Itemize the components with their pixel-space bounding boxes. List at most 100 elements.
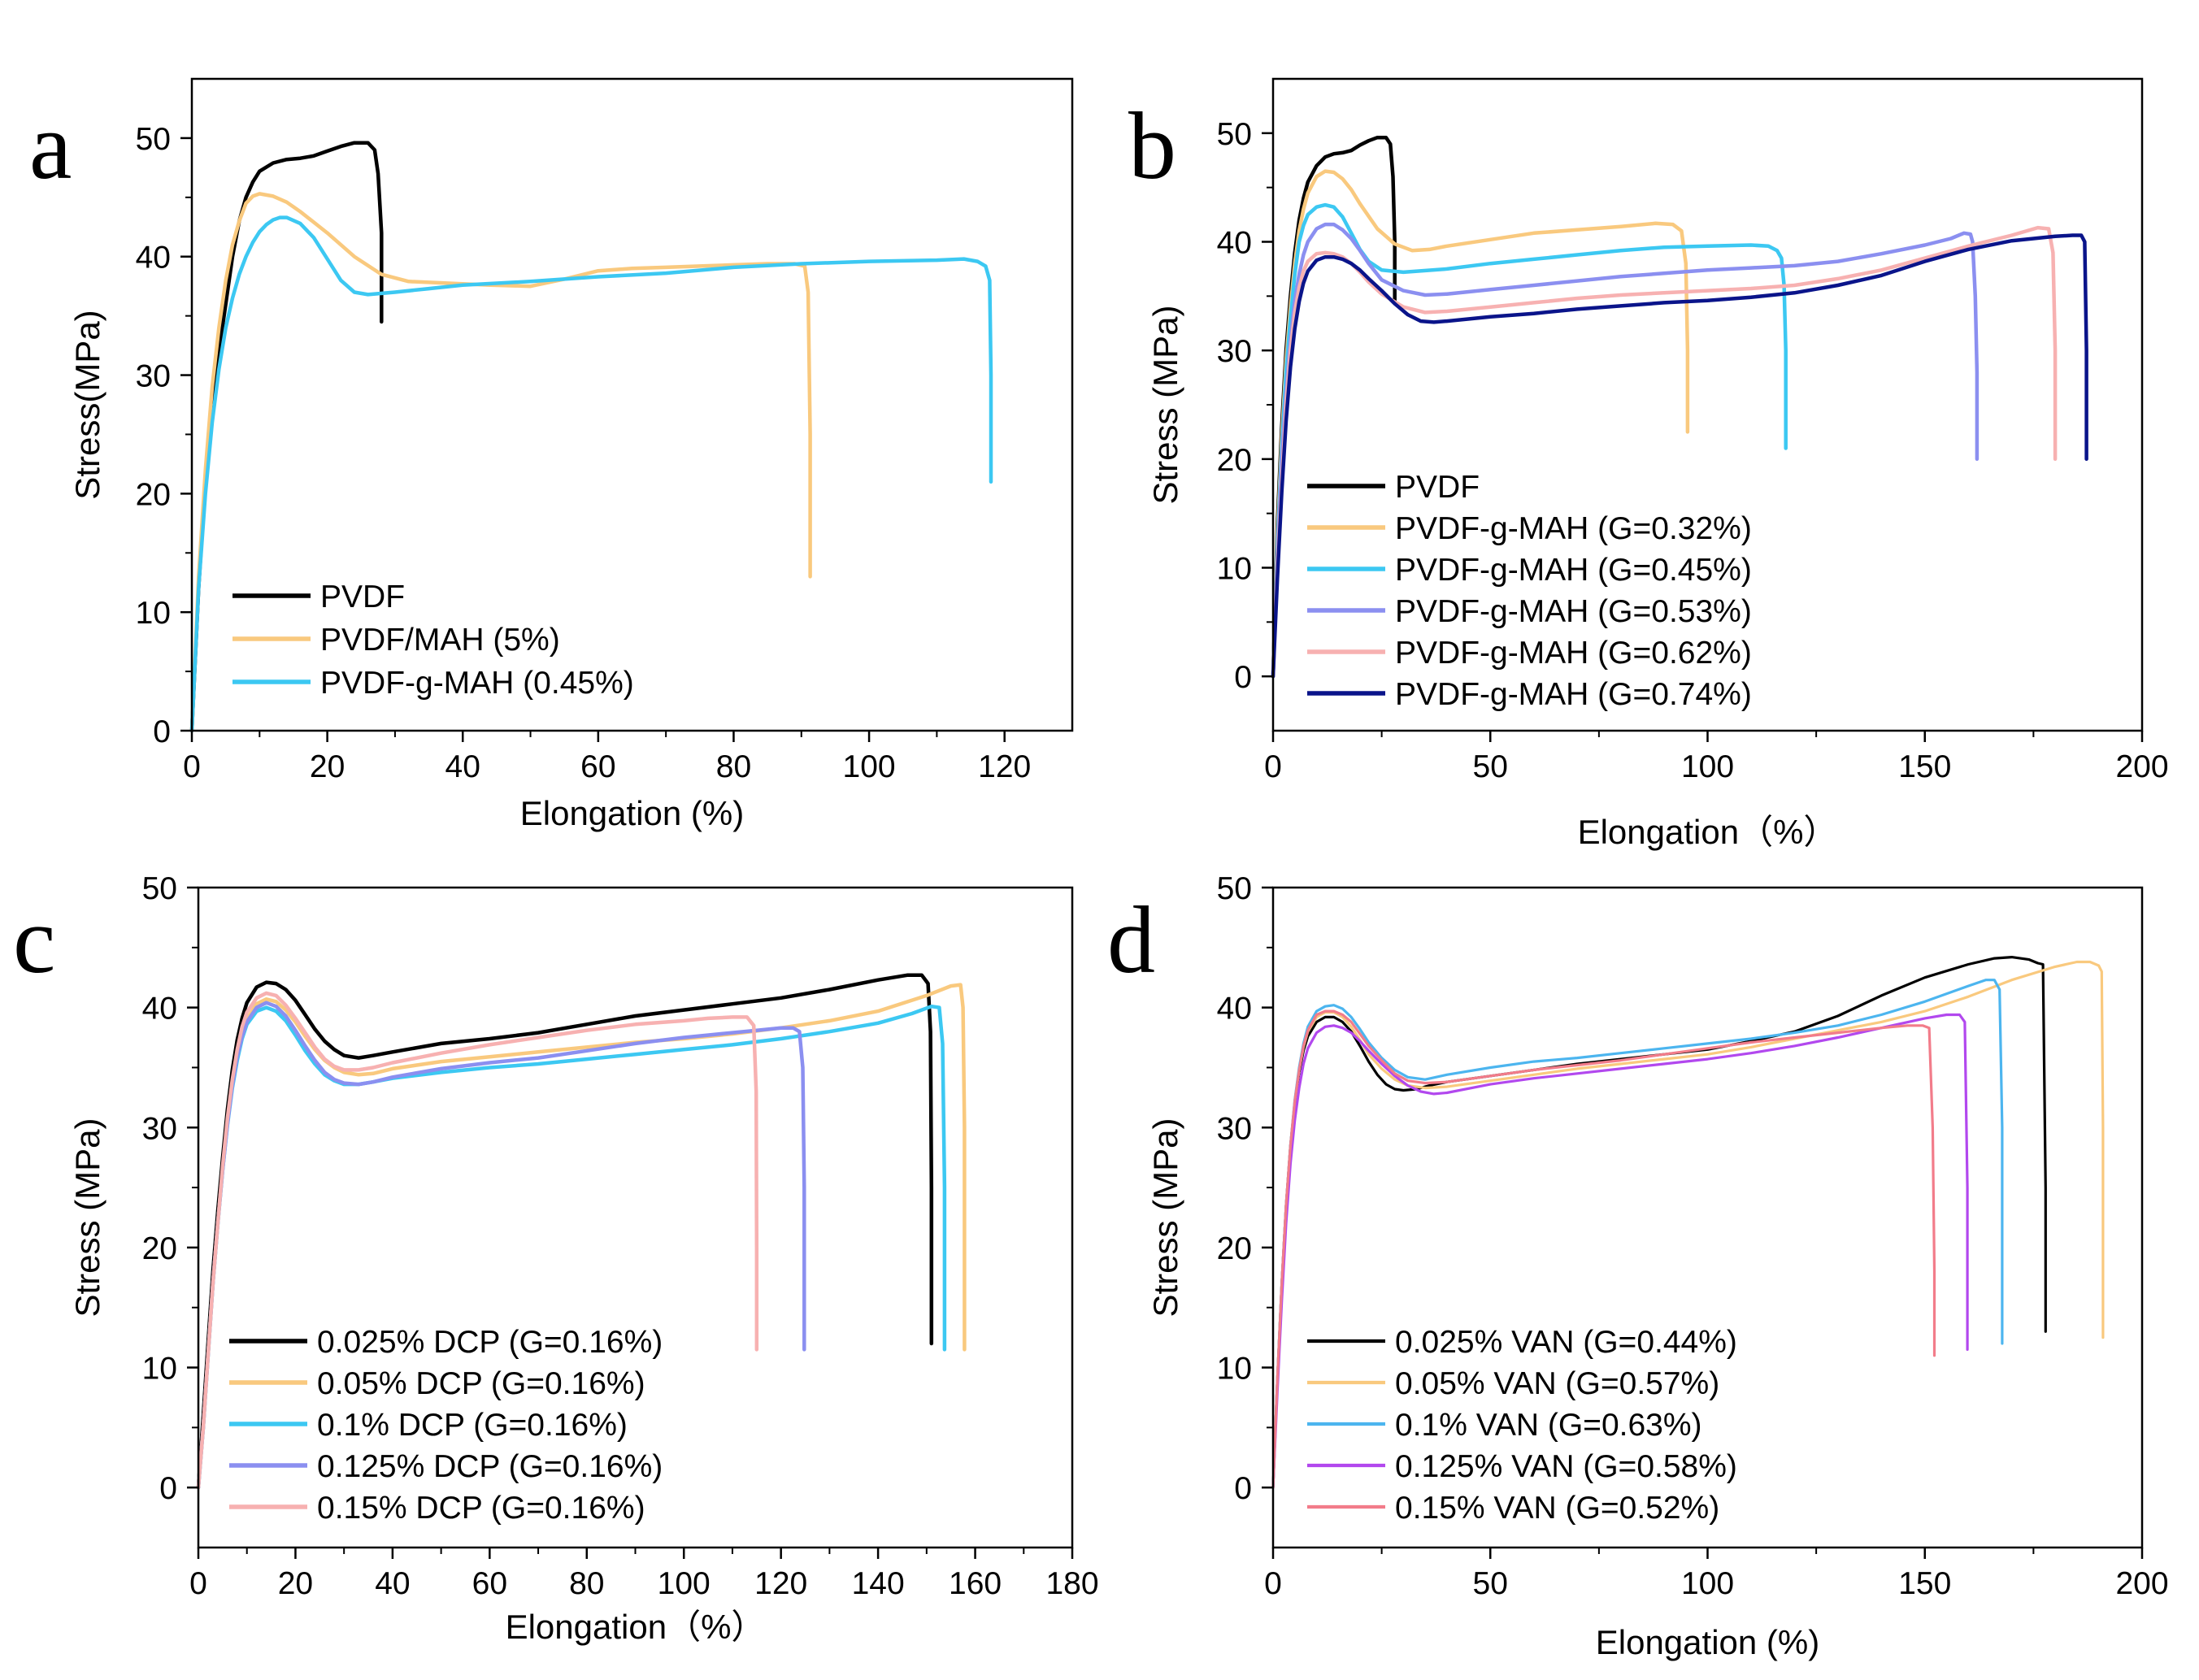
series-line-6 — [1271, 233, 2088, 679]
x-tick-label: 40 — [445, 749, 480, 784]
panel-c: c 0 20 40 60 80 100 120 140 160 180 0 10 20 30 40 50 Elon… — [13, 871, 1099, 1646]
y-axis-title: Stress (MPa) — [1146, 1118, 1184, 1317]
x-axis-title: Elongation（%） — [506, 1608, 766, 1646]
y-tick-label: 0 — [1234, 1471, 1252, 1506]
x-tick-label: 120 — [754, 1566, 807, 1601]
y-tick-label: 40 — [142, 992, 177, 1027]
y-tick-label: 0 — [159, 1471, 177, 1506]
panel-letter: b — [1128, 93, 1176, 199]
legend-label: PVDF-g-MAH (G=0.45%) — [1395, 553, 1752, 588]
legend-label: PVDF-g-MAH (G=0.74%) — [1395, 677, 1752, 712]
legend: PVDF PVDF/MAH (5%) PVDF-g-MAH (0.45%) — [233, 580, 634, 701]
y-tick-label: 30 — [142, 1111, 177, 1146]
legend-label: PVDF — [320, 580, 405, 614]
legend-label: PVDF-g-MAH (G=0.53%) — [1395, 594, 1752, 629]
curves — [1271, 956, 2105, 1489]
x-tick-label: 100 — [843, 749, 896, 784]
y-tick-label: 0 — [153, 714, 171, 749]
legend-label: 0.15% DCP (G=0.16%) — [317, 1491, 645, 1526]
x-axis-title: Elongation (%) — [520, 794, 744, 832]
y-tick-label: 10 — [142, 1352, 177, 1387]
x-tick-label: 200 — [2115, 1566, 2168, 1601]
legend-label: 0.15% VAN (G=0.52%) — [1395, 1491, 1719, 1526]
panel-letter: a — [29, 93, 72, 199]
legend: 0.025% DCP (G=0.16%) 0.05% DCP (G=0.16%) 0… — [229, 1325, 663, 1526]
x-tick-label: 60 — [580, 749, 615, 784]
x-tick-label: 180 — [1045, 1566, 1098, 1601]
plot-frame — [1271, 77, 2144, 732]
legend-label: 0.125% DCP (G=0.16%) — [317, 1449, 663, 1484]
y-tick-label: 50 — [142, 871, 177, 906]
legend-label: 0.05% VAN (G=0.57%) — [1395, 1366, 1719, 1401]
x-tick-label: 150 — [1898, 1566, 1951, 1601]
series-line-3 — [189, 215, 993, 733]
x-tick-label: 60 — [472, 1566, 507, 1601]
legend-label: 0.025% VAN (G=0.44%) — [1395, 1325, 1737, 1360]
x-tick-label: 100 — [1681, 749, 1734, 784]
legend-label: 0.1% VAN (G=0.63%) — [1395, 1408, 1702, 1443]
y-tick-label: 40 — [136, 241, 171, 276]
x-tick-label: 200 — [2115, 749, 2168, 784]
y-tick-label: 30 — [136, 359, 171, 394]
y-tick-label: 40 — [1217, 992, 1252, 1027]
legend: PVDF PVDF-g-MAH (G=0.32%) PVDF-g-MAH (G=0.… — [1307, 470, 1752, 712]
x-tick-label: 150 — [1898, 749, 1951, 784]
legend-label: PVDF-g-MAH (0.45%) — [320, 666, 634, 701]
legend-label: 0.05% DCP (G=0.16%) — [317, 1366, 645, 1401]
panel-d: d 0 50 100 150 200 0 10 20 30 40 50 Elongation (%) St… — [1107, 871, 2169, 1661]
legend-label: 0.025% DCP (G=0.16%) — [317, 1325, 663, 1360]
y-tick-label: 50 — [136, 122, 171, 157]
y-tick-label: 20 — [1217, 1231, 1252, 1266]
x-tick-label: 0 — [1264, 1566, 1282, 1601]
y-tick-label: 10 — [1217, 552, 1252, 587]
x-axis-title: Elongation（%） — [1578, 813, 1838, 851]
legend-label: PVDF/MAH (5%) — [320, 623, 560, 658]
y-axis-title: Stress (MPa) — [1146, 305, 1184, 504]
x-tick-label: 160 — [949, 1566, 1002, 1601]
y-tick-label: 40 — [1217, 226, 1252, 261]
panel-letter: c — [13, 887, 55, 993]
y-tick-label: 50 — [1217, 871, 1252, 906]
plot-frame — [190, 77, 1074, 732]
legend-label: PVDF-g-MAH (G=0.62%) — [1395, 636, 1752, 671]
x-tick-label: 0 — [1264, 749, 1282, 784]
legend-label: PVDF — [1395, 470, 1480, 505]
panel-letter: d — [1107, 887, 1155, 993]
curves — [1271, 135, 2088, 679]
curves — [196, 973, 967, 1490]
series-line-3 — [1271, 202, 1788, 679]
y-tick-label: 30 — [1217, 1111, 1252, 1146]
x-tick-label: 40 — [375, 1566, 410, 1601]
legend: 0.025% VAN (G=0.44%) 0.05% VAN (G=0.57%) 0… — [1307, 1325, 1737, 1526]
series-line-1 — [1271, 135, 1397, 679]
y-tick-label: 20 — [1217, 443, 1252, 478]
x-tick-label: 50 — [1473, 1566, 1508, 1601]
x-tick-label: 140 — [852, 1566, 905, 1601]
x-tick-label: 80 — [716, 749, 751, 784]
legend-label: 0.125% VAN (G=0.58%) — [1395, 1449, 1737, 1484]
y-tick-label: 30 — [1217, 334, 1252, 369]
y-tick-label: 20 — [136, 477, 171, 512]
series-line-4 — [1271, 222, 1980, 679]
series-line-5 — [1271, 225, 2058, 679]
x-tick-label: 50 — [1473, 749, 1508, 784]
x-tick-label: 100 — [1681, 1566, 1734, 1601]
x-axis-title: Elongation (%) — [1596, 1623, 1819, 1661]
series-line-5 — [1271, 1009, 1936, 1489]
panel-a: a 0 20 40 60 80 100 120 0 10 20 30 40 50 Elongation (%… — [29, 77, 1074, 832]
y-tick-label: 50 — [1217, 117, 1252, 152]
x-tick-label: 0 — [189, 1566, 207, 1601]
x-tick-label: 80 — [569, 1566, 604, 1601]
curves — [189, 141, 993, 733]
y-tick-label: 10 — [136, 596, 171, 631]
x-tick-label: 100 — [658, 1566, 711, 1601]
series-line-5 — [196, 991, 759, 1490]
y-axis-title: Stress (MPa) — [68, 1118, 106, 1317]
series-line-2 — [189, 192, 812, 733]
panel-b: b 0 50 100 150 200 0 10 20 30 40 50 Elongation（%） Str… — [1128, 77, 2169, 851]
y-tick-label: 10 — [1217, 1352, 1252, 1387]
legend-label: PVDF-g-MAH (G=0.32%) — [1395, 511, 1752, 546]
x-tick-label: 20 — [278, 1566, 313, 1601]
series-line-1 — [189, 141, 384, 733]
